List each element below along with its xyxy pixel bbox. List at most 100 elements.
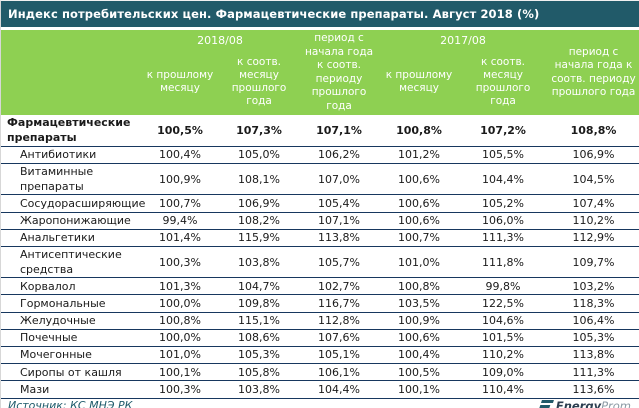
cell: 111,3%	[459, 229, 548, 247]
cell: 100,7%	[379, 229, 460, 247]
cell: 109,8%	[219, 294, 300, 313]
cell: 107,1%	[299, 212, 380, 230]
cell: 112,8%	[299, 312, 380, 330]
cell: 105,7%	[299, 246, 380, 279]
cell: 105,4%	[299, 194, 380, 213]
table-row: Корвалол 101,3% 104,7% 102,7% 100,8% 99,…	[1, 277, 639, 296]
cell: 112,9%	[547, 229, 639, 247]
cell: 116,7%	[299, 294, 380, 313]
header-sub-same-month-2018: к соотв. месяцу прошлого года	[219, 52, 300, 115]
cell: 103,8%	[219, 246, 300, 279]
cell: 100,0%	[141, 329, 219, 347]
energy-bar	[539, 404, 551, 407]
cell: 108,6%	[219, 329, 300, 347]
table-row: Мази 100,3% 103,8% 104,4% 100,1% 110,4% …	[1, 380, 639, 399]
cell: 115,1%	[219, 312, 300, 330]
cell: 103,5%	[379, 294, 460, 313]
cell: 104,4%	[459, 163, 548, 196]
cell: 111,3%	[547, 363, 639, 382]
row-label: Анальгетики	[1, 229, 141, 247]
energyprom-logo: EnergyProm	[539, 399, 631, 408]
cell: 100,1%	[379, 380, 460, 399]
cell: 109,7%	[547, 246, 639, 279]
cell: 100,9%	[379, 312, 460, 330]
cell: 103,2%	[547, 277, 639, 296]
row-label: Почечные	[1, 329, 141, 347]
cell: 105,2%	[459, 194, 548, 213]
cell: 100,5%	[141, 115, 219, 147]
cell: 118,3%	[547, 294, 639, 313]
cell: 100,8%	[379, 277, 460, 296]
cell: 107,2%	[459, 115, 548, 147]
row-label: Жаропонижающие	[1, 212, 141, 230]
cell: 100,3%	[141, 380, 219, 399]
cell: 105,3%	[219, 346, 300, 365]
cell: 101,0%	[141, 346, 219, 365]
row-label: Мази	[1, 380, 141, 399]
table-row: Фармацевтические препараты 100,5% 107,3%…	[1, 115, 639, 147]
cell: 101,5%	[459, 329, 548, 347]
cell: 108,1%	[219, 163, 300, 196]
cell: 99,4%	[141, 212, 219, 230]
table-row: Антисептические средства 100,3% 103,8% 1…	[1, 246, 639, 279]
cell: 110,2%	[459, 346, 548, 365]
cell: 106,0%	[459, 212, 548, 230]
table-body: Фармацевтические препараты 100,5% 107,3%…	[1, 115, 639, 399]
header-group-2017: 2017/08	[379, 30, 548, 52]
cell: 100,4%	[141, 146, 219, 165]
row-label: Антисептические средства	[1, 246, 141, 279]
source-note: Источник: КС МНЭ РК	[8, 399, 133, 408]
page-title: Индекс потребительских цен. Фармацевтиче…	[8, 7, 540, 21]
cell: 110,2%	[547, 212, 639, 230]
header-corner-cell	[1, 30, 141, 115]
cell: 107,4%	[547, 194, 639, 213]
cell: 105,1%	[299, 346, 380, 365]
logo-text: EnergyProm	[556, 399, 631, 408]
cell: 106,9%	[219, 194, 300, 213]
row-label: Сосудорасширяющие	[1, 194, 145, 213]
title-header-gap	[1, 27, 639, 30]
row-label: Антибиотики	[1, 146, 141, 165]
table-row: Почечные 100,0% 108,6% 107,6% 100,6% 101…	[1, 329, 639, 347]
cell: 104,4%	[299, 380, 380, 399]
cell: 104,7%	[219, 277, 300, 296]
row-label: Желудочные	[1, 312, 141, 330]
header-period-2017: период с начала года к соотв. периоду пр…	[547, 30, 639, 115]
energy-bar	[540, 399, 554, 403]
cell: 107,6%	[299, 329, 380, 347]
table-row: Сосудорасширяющие 100,7% 106,9% 105,4% 1…	[1, 194, 639, 213]
row-label: Мочегонные	[1, 346, 141, 365]
cell: 107,0%	[299, 163, 380, 196]
cell: 101,0%	[379, 246, 460, 279]
header-sub-prev-month-2018: к прошлому месяцу	[141, 52, 219, 115]
cell: 100,6%	[379, 329, 460, 347]
cell: 104,5%	[547, 163, 639, 196]
cell: 100,9%	[141, 163, 219, 196]
cell: 110,4%	[459, 380, 548, 399]
cell: 105,3%	[547, 329, 639, 347]
cell: 122,5%	[459, 294, 548, 313]
cell: 108,2%	[219, 212, 300, 230]
table-row: Витаминные препараты 100,9% 108,1% 107,0…	[1, 163, 639, 196]
cell: 105,8%	[219, 363, 300, 382]
cell: 100,8%	[141, 312, 219, 330]
cell: 100,7%	[141, 194, 219, 213]
header-sub-same-month-2017: к соотв. месяцу прошлого года	[459, 52, 548, 115]
cell: 100,4%	[379, 346, 460, 365]
table-row: Сиропы от кашля 100,1% 105,8% 106,1% 100…	[1, 363, 639, 382]
cell: 100,5%	[379, 363, 460, 382]
table-row: Анальгетики 101,4% 115,9% 113,8% 100,7% …	[1, 229, 639, 247]
cell: 113,6%	[547, 380, 639, 399]
row-label: Фармацевтические препараты	[1, 115, 141, 147]
cell: 99,8%	[459, 277, 548, 296]
table-row: Гормональные 100,0% 109,8% 116,7% 103,5%…	[1, 294, 639, 313]
cell: 106,1%	[299, 363, 380, 382]
cell: 100,6%	[379, 163, 460, 196]
cell: 104,6%	[459, 312, 548, 330]
logo-text-prom: Prom	[601, 398, 631, 408]
cell: 101,2%	[379, 146, 460, 165]
cell: 107,1%	[299, 115, 380, 147]
cell: 105,5%	[459, 146, 548, 165]
cell: 113,8%	[299, 229, 380, 247]
